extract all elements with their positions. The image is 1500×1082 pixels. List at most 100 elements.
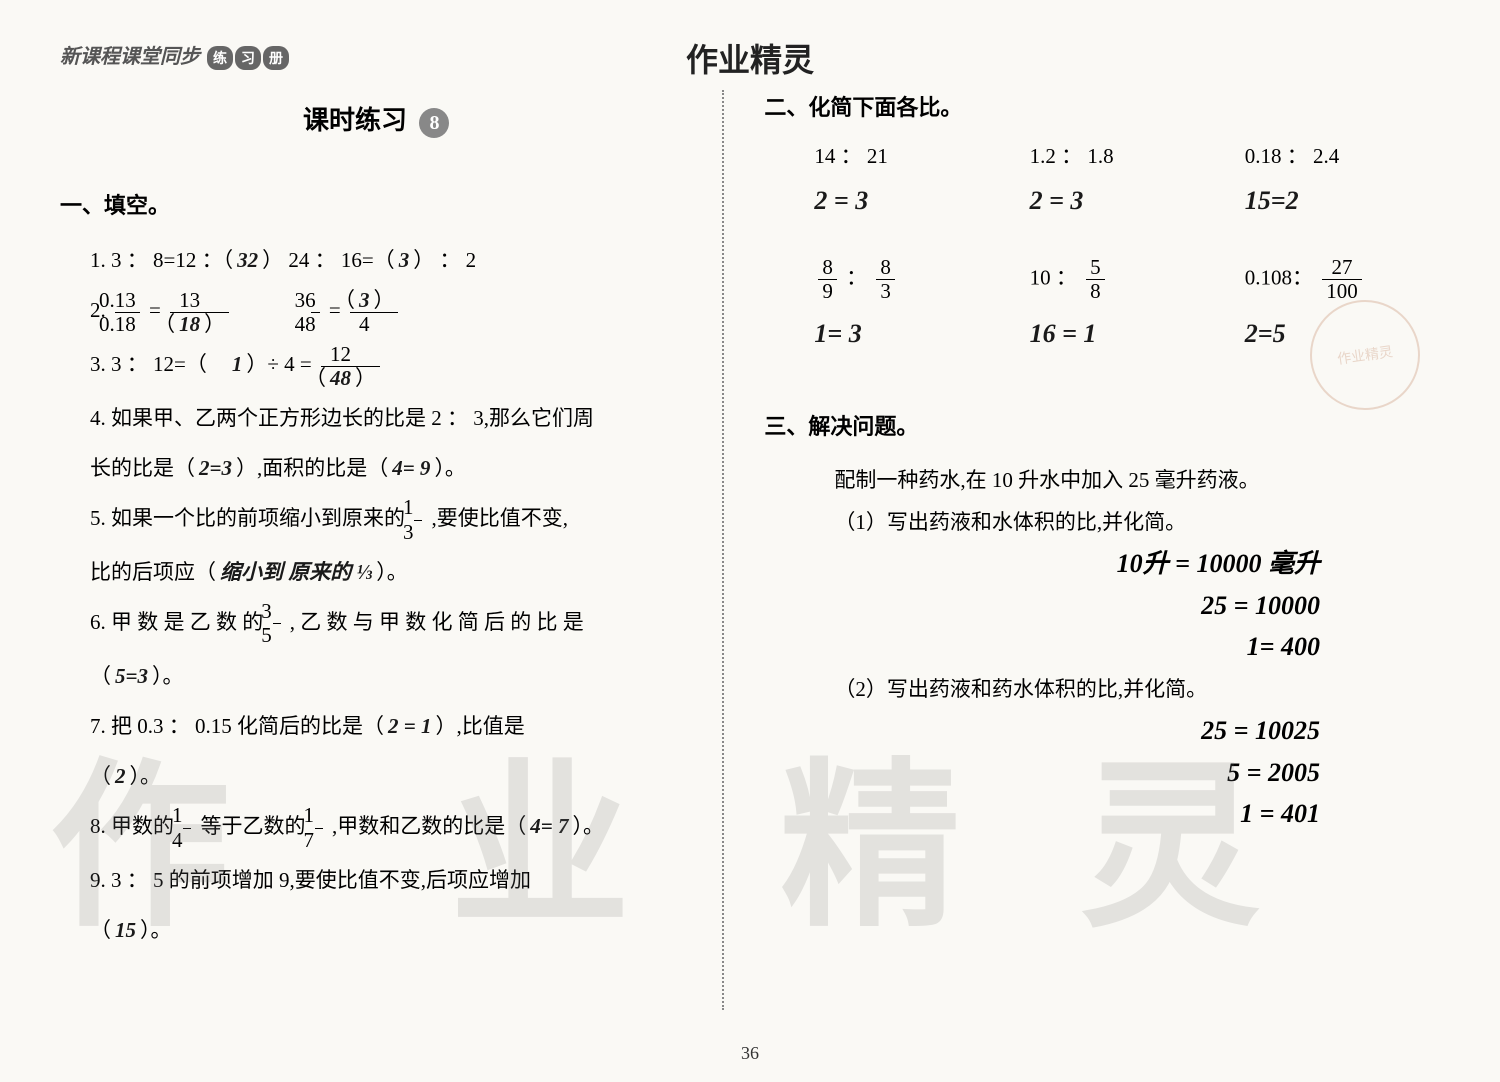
frac: 27100 [1322,256,1362,303]
pill-1: 练 [207,46,233,70]
frac-den: 8 [1086,280,1105,303]
q7-text-b: ）,比值是 [435,714,524,738]
frac-num: 8 [818,256,837,280]
q1-ans1: 32 [233,248,262,272]
paren: ） [355,366,376,390]
frac-den: 5 [273,624,281,647]
frac-den: （48） [321,367,380,390]
right-column: 二、化简下面各比。 14 ： 21 1.2 ： 1.8 0.18 ： 2.4 2… [722,90,1440,1010]
frac-num: 13 [170,289,229,313]
section-3-title: 三、解决问题。 [764,409,1440,441]
s2-a1c1: 2 = 3 [814,186,1009,216]
paren: （ [334,288,355,312]
q6-ans: 5=3 [111,664,152,688]
frac-num: （3） [350,289,399,313]
q9-line2: （15）。 [60,908,692,952]
page-number: 36 [741,1043,759,1064]
q2-frac2: 13（18） [170,289,229,336]
q3-a1-l1: 10升 = 10000 毫升 [764,543,1440,585]
frac-num: 12 [321,343,380,367]
q6-text-a: 6. 甲 数 是 乙 数 的 [90,610,263,634]
q7-text-a: 7. 把 0.3 ： 0.15 化简后的比是（ [90,714,384,738]
q3-ans2: 48 [326,366,355,390]
frac-num: 8 [876,256,895,280]
sep: ： [846,265,872,289]
q6-text-b: , 乙 数 与 甲 数 化 简 后 的 比 是 [290,610,584,634]
q3-a1-l3: 1= 400 [764,626,1440,668]
q8-text-a: 8. 甲数的 [90,814,174,838]
q5-frac: 13 [414,496,422,543]
frac-num: 0.13 [115,289,140,313]
q8-text-d: ）。 [572,814,604,838]
section-1-title: 一、填空。 [60,188,692,220]
pill-3: 册 [263,46,289,70]
frac-den: 7 [315,829,323,852]
frac: 89 [818,256,837,303]
q7-text-c: （ [90,764,111,788]
frac-num: 3 [273,600,281,624]
q3-a2-l1: 25 = 10025 [764,710,1440,752]
q7-text-d: ）。 [130,764,162,788]
q4-line2: 长的比是（2=3）,面积的比是（4= 9）。 [60,446,692,490]
q1-text-c: ） ： 2 [413,248,476,272]
s2-r2c1: 89 ： 83 [814,256,1009,303]
q8: 8. 甲数的 14 等于乙数的 17 ,甲数和乙数的比是（4= 7）。 [60,804,692,852]
q2-frac1: 0.130.18 [115,289,140,336]
q8-ans: 4= 7 [526,814,572,838]
q3-ans1: 1 [228,352,247,376]
q8-frac2: 17 [315,804,323,851]
frac: 83 [876,256,895,303]
site-title-handwriting: 作业精灵 [686,35,814,81]
s2-a1c3: 15=2 [1245,186,1440,216]
q3: 3. 3 ： 12=（ 1）÷ 4 = 12（48） [60,342,692,390]
frac-num: 36 [311,289,320,313]
simplify-row1: 14 ： 21 1.2 ： 1.8 0.18 ： 2.4 2 = 3 2 = 3… [764,140,1440,216]
q3-a1-l2: 25 = 10000 [764,585,1440,627]
q6-text-d: ）。 [152,664,184,688]
q4-ans1: 2=3 [195,456,236,480]
worksheet-page: 新课程课堂同步 练习册 作业精灵 课时练习 8 一、填空。 1. 3 ： 8=1… [0,0,1500,1082]
q5-text-a: 5. 如果一个比的前项缩小到原来的 [90,506,405,530]
q2-ans2: 3 [355,288,374,312]
q3-sub1: （1）写出药液和水体积的比,并化简。 [764,501,1440,543]
q2-frac4: （3）4 [350,289,399,336]
q5-line1: 5. 如果一个比的前项缩小到原来的 13 ,要使比值不变, [60,496,692,544]
s2-a2c2: 16 = 1 [1030,319,1225,349]
q8-text-b: 等于乙数的 [201,814,306,838]
frac-num: 1 [414,496,422,520]
s2-a2c1: 1= 3 [814,319,1009,349]
q5-line2: 比的后项应（缩小到 原来的 ⅓）。 [60,550,692,594]
q4-line1: 4. 如果甲、乙两个正方形边长的比是 2 ： 3,那么它们周 [60,396,692,440]
frac-num: 5 [1086,256,1105,280]
q1: 1. 3 ： 8=12 ：（32） 24 ： 16=（3） ： 2 [60,238,692,282]
q4-text-b: 长的比是（ [90,456,195,480]
frac-den: 0.18 [115,313,140,336]
q6-line1: 6. 甲 数 是 乙 数 的 35 , 乙 数 与 甲 数 化 简 后 的 比 … [60,600,692,648]
paren: ） [373,288,394,312]
q6-text-c: （ [90,664,111,688]
q7-line1: 7. 把 0.3 ： 0.15 化简后的比是（2 = 1）,比值是 [60,704,692,748]
q4-text-c: ）,面积的比是（ [236,456,388,480]
lesson-title: 课时练习 8 [60,100,692,138]
s2-r1c3: 0.18 ： 2.4 [1245,140,1440,170]
book-title: 新课程课堂同步 [60,46,200,68]
q3-a2-l2: 5 = 2005 [764,752,1440,794]
paren: （ [305,366,326,390]
q1-ans2: 3 [395,248,414,272]
q7-ans2: 2 [111,764,130,788]
frac-den: 4 [183,829,191,852]
q5-text-b: ,要使比值不变, [432,506,569,530]
q9-line1: 9. 3 ： 5 的前项增加 9,要使比值不变,后项应增加 [60,858,692,902]
q2-ans1: 18 [175,312,204,336]
q2-frac3: 3648 [311,289,320,336]
frac-num: 1 [315,804,323,828]
q9-ans: 15 [111,918,140,942]
q1-text-b: ） 24 ： 16=（ [262,248,395,272]
text: 10 ： [1030,265,1083,289]
q3-a2-l3: 1 = 401 [764,793,1440,835]
s2-r2c3: 0.108： 27100 [1245,256,1440,303]
q5-text-c: 比的后项应（ [90,560,216,584]
q4-ans2: 4= 9 [388,456,434,480]
q6-frac: 35 [273,600,281,647]
lesson-label: 课时练习 [303,106,407,135]
